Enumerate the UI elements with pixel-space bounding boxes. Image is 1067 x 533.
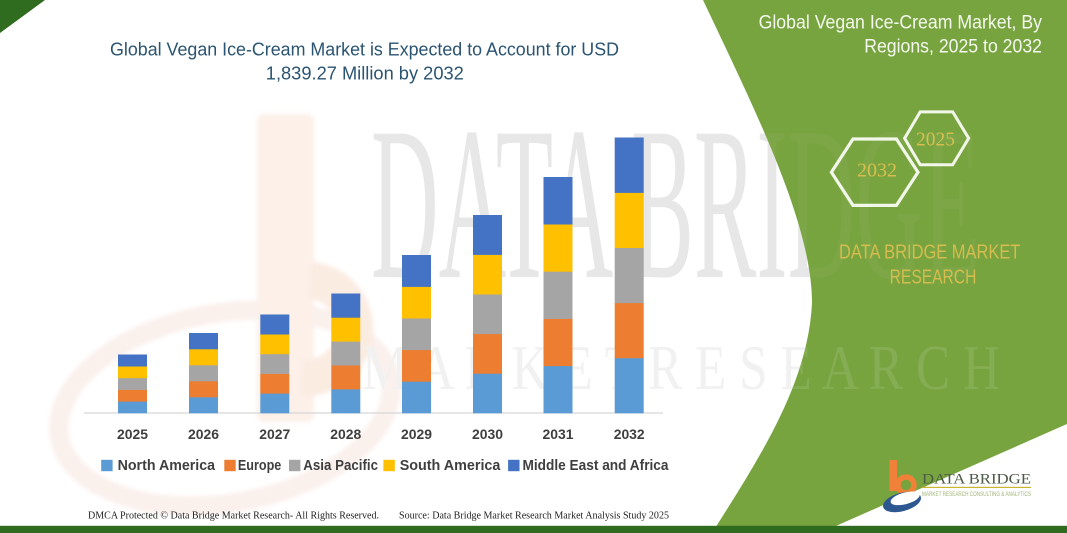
svg-text:DATA BRIDGE MARKET: DATA BRIDGE MARKET <box>839 242 1020 264</box>
svg-text:2026: 2026 <box>188 427 219 443</box>
svg-text:MARKET RESEARCH CONSULTING & A: MARKET RESEARCH CONSULTING & ANALYTICS <box>922 491 1031 498</box>
svg-text:Regions, 2025 to 2032: Regions, 2025 to 2032 <box>864 37 1042 58</box>
svg-text:2032: 2032 <box>614 427 645 443</box>
svg-text:Europe: Europe <box>238 458 281 474</box>
svg-text:2032: 2032 <box>857 160 897 182</box>
svg-text:2031: 2031 <box>543 427 574 443</box>
svg-text:Global Vegan Ice-Cream Market,: Global Vegan Ice-Cream Market, By <box>759 13 1043 34</box>
svg-text:2030: 2030 <box>472 427 503 443</box>
svg-text:RESEARCH: RESEARCH <box>890 266 977 288</box>
svg-text:Middle East and Africa: Middle East and Africa <box>523 458 670 474</box>
svg-text:DMCA Protected © Data Bridge M: DMCA Protected © Data Bridge Market Rese… <box>88 510 379 522</box>
svg-text:2027: 2027 <box>259 427 290 443</box>
svg-text:Source: Data Bridge Market Res: Source: Data Bridge Market Research Mark… <box>399 510 669 522</box>
svg-text:2025: 2025 <box>916 130 955 151</box>
svg-text:South America: South America <box>400 458 502 474</box>
svg-text:2028: 2028 <box>330 427 361 443</box>
svg-text:1,839.27 Million by 2032: 1,839.27 Million by 2032 <box>266 62 464 83</box>
svg-text:Asia Pacific: Asia Pacific <box>303 458 378 474</box>
svg-text:DATA BRIDGE: DATA BRIDGE <box>922 471 1031 488</box>
svg-text:Global Vegan Ice-Cream Market: Global Vegan Ice-Cream Market is Expecte… <box>110 39 619 60</box>
svg-text:North America: North America <box>118 458 216 474</box>
svg-text:2025: 2025 <box>117 427 148 443</box>
svg-text:2029: 2029 <box>401 427 432 443</box>
